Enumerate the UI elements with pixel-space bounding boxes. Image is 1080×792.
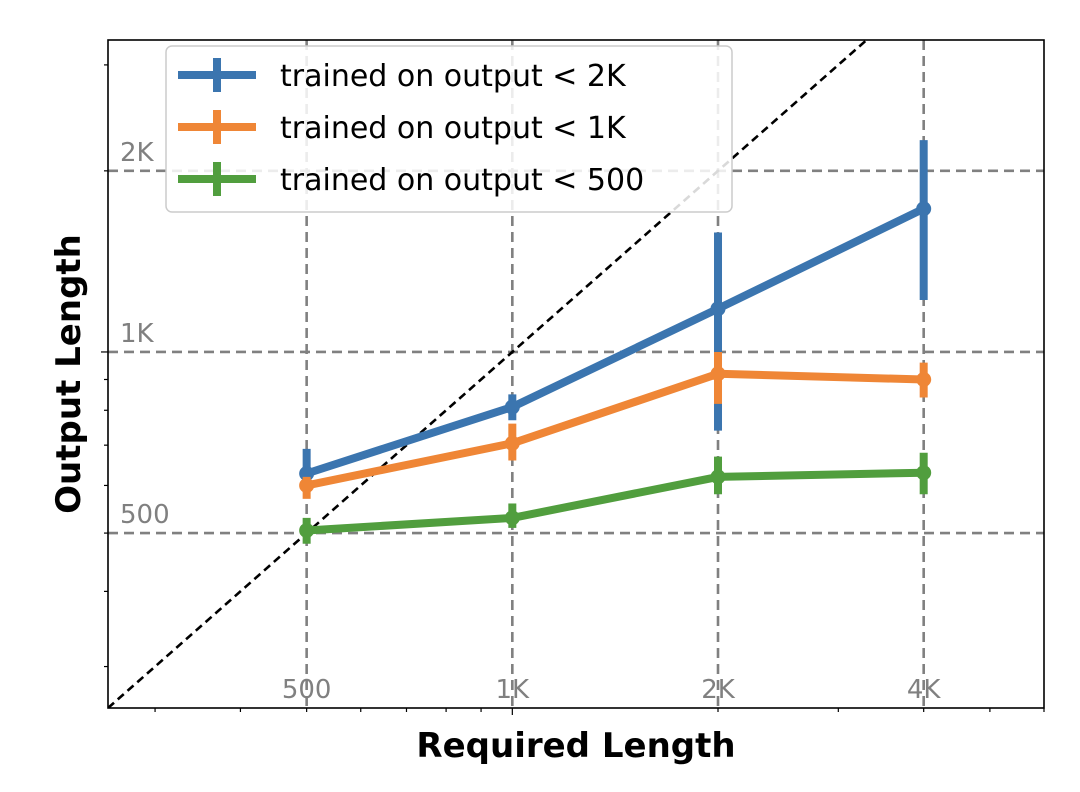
x-reference-label: 2K [701, 675, 736, 705]
data-point [299, 522, 315, 538]
identity-diagonal-line [108, 40, 869, 708]
data-point [299, 477, 315, 493]
x-reference-label: 4K [907, 675, 942, 705]
legend-box [165, 45, 733, 213]
series-3 [299, 452, 932, 544]
x-axis-label: Required Length [416, 726, 735, 766]
y-reference-label: 500 [120, 500, 170, 530]
y-reference-label: 1K [120, 319, 155, 349]
series-line [302, 204, 928, 478]
series-line [302, 369, 928, 490]
plot-frame [107, 39, 1045, 709]
legend: trained on output < 2K trained on output … [165, 45, 733, 213]
data-point [710, 469, 726, 485]
data-point [710, 366, 726, 382]
legend-label: trained on output < 500 [280, 163, 644, 198]
data-point [504, 399, 520, 415]
legend-label: trained on output < 2K [280, 59, 627, 94]
legend-label: trained on output < 1K [280, 111, 627, 146]
data-point [916, 465, 932, 481]
data-point [504, 510, 520, 526]
data-point [710, 301, 726, 317]
data-point [916, 201, 932, 217]
x-reference-label: 500 [282, 675, 332, 705]
data-point [504, 435, 520, 451]
series-2 [299, 351, 932, 499]
y-reference-label: 2K [120, 138, 155, 168]
series-line [302, 468, 928, 535]
y-axis-label: Output Length [49, 234, 89, 514]
data-point [916, 371, 932, 387]
x-reference-label: 1K [496, 675, 531, 705]
